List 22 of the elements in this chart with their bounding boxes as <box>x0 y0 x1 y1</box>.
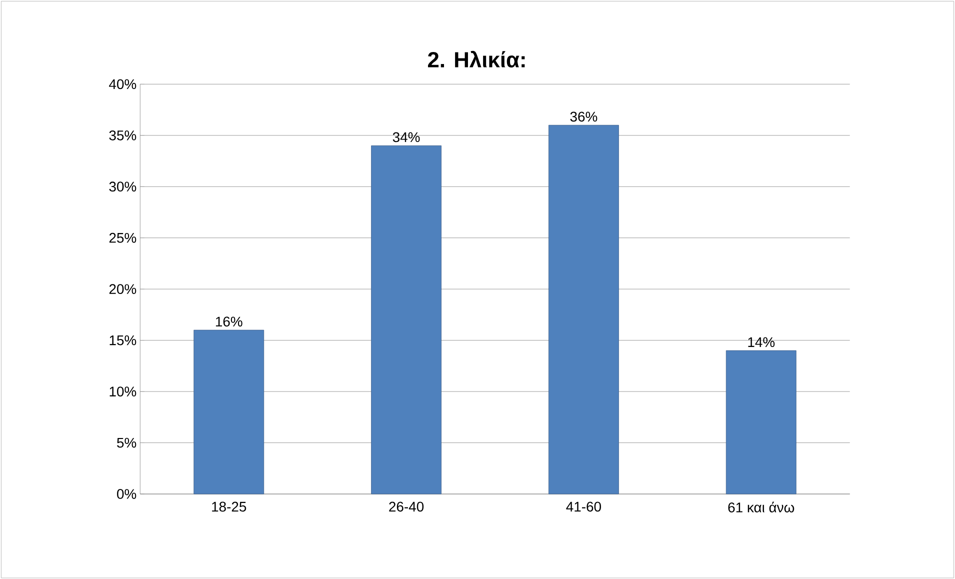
data-label: 16% <box>216 316 242 326</box>
y-tick-label: 35% <box>109 130 136 140</box>
x-tick-label: 61 και άνω <box>728 502 794 512</box>
data-label: 14% <box>748 337 775 347</box>
bar <box>371 145 442 494</box>
x-tick-label: 26-40 <box>389 502 424 512</box>
y-tick-label: 30% <box>109 182 136 192</box>
x-tick-label: 18-25 <box>212 502 246 512</box>
bar <box>548 124 619 494</box>
y-tick-label: 20% <box>109 284 136 294</box>
y-tick-label: 25% <box>109 232 136 243</box>
y-tick-label: 0% <box>117 488 136 499</box>
y-tick-label: 5% <box>117 438 136 448</box>
y-tick-label: 15% <box>110 335 136 346</box>
bar <box>726 350 796 494</box>
y-tick-label: 40% <box>109 79 136 90</box>
bar <box>194 330 264 494</box>
x-tick-label: 41-60 <box>566 502 601 512</box>
data-label: 34% <box>392 132 420 142</box>
y-tick-label: 10% <box>110 386 136 396</box>
chart-title: 2. Ηλικία: <box>428 50 525 68</box>
data-label: 36% <box>570 112 598 122</box>
